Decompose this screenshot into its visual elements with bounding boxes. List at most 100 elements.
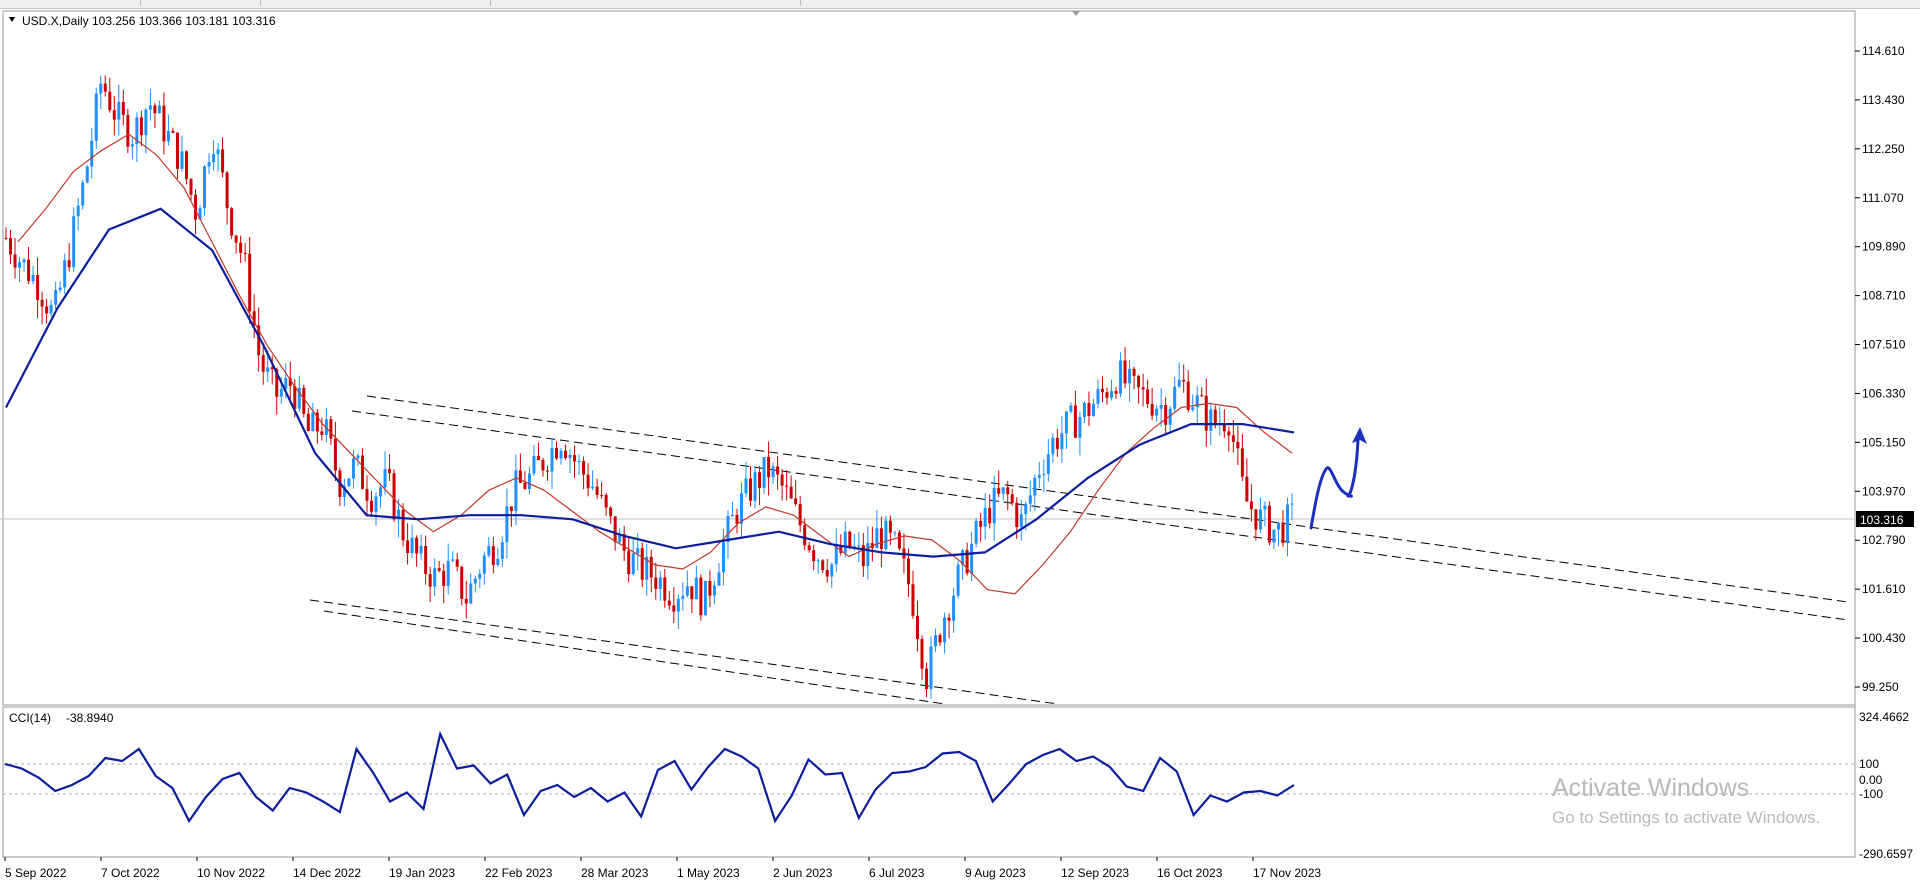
candle — [491, 537, 495, 574]
candle — [76, 198, 80, 231]
candle — [767, 441, 771, 496]
candle — [261, 345, 265, 385]
forecast-path — [1309, 431, 1362, 530]
candle — [22, 258, 26, 272]
candle — [356, 453, 360, 466]
candle — [604, 493, 608, 516]
candle — [1051, 433, 1055, 463]
candle — [27, 247, 31, 285]
candle — [347, 477, 351, 488]
candle — [1186, 370, 1190, 413]
candle — [843, 521, 847, 558]
candle — [1249, 484, 1253, 522]
candle — [685, 570, 689, 598]
candle — [591, 470, 595, 491]
candle — [139, 110, 143, 147]
time-tick-label: 12 Sep 2023 — [1061, 866, 1129, 880]
candle — [866, 526, 870, 580]
candle — [338, 467, 342, 507]
trend-channel-lower[interactable] — [309, 599, 1059, 705]
chart-tab[interactable] — [260, 0, 491, 6]
candle — [518, 453, 522, 484]
candle — [212, 140, 216, 171]
time-tick-label: 19 Jan 2023 — [389, 866, 455, 880]
candle — [631, 539, 635, 576]
candle — [1042, 459, 1046, 493]
candle — [1033, 474, 1037, 512]
candle — [428, 566, 432, 602]
dropdown-triangle-icon[interactable] — [9, 17, 15, 22]
candle — [1110, 379, 1114, 401]
candle — [582, 456, 586, 490]
candle — [906, 548, 910, 597]
candle — [374, 492, 378, 526]
candle — [744, 461, 748, 498]
candle — [225, 171, 229, 225]
price-tick-label: 106.330 — [1862, 386, 1906, 400]
candle — [1060, 415, 1064, 463]
candle — [94, 87, 98, 149]
candle — [1046, 438, 1050, 482]
candle — [333, 421, 337, 482]
indicator-value: -38.8940 — [66, 711, 114, 725]
candle — [203, 164, 207, 216]
candle — [99, 75, 103, 110]
candle — [63, 253, 67, 294]
shift-marker-icon[interactable] — [1072, 11, 1080, 16]
symbol-label: USD.X,Daily — [22, 14, 89, 28]
candle — [749, 465, 753, 507]
candle — [925, 662, 929, 697]
candle — [1245, 458, 1249, 502]
candle — [437, 561, 441, 573]
candle — [248, 236, 252, 324]
price-tick-label: 100.430 — [1862, 631, 1906, 645]
candle — [771, 462, 775, 484]
candle — [514, 454, 518, 526]
candle — [1146, 379, 1150, 409]
candle — [216, 143, 220, 172]
candle — [1078, 411, 1082, 456]
candle — [180, 135, 184, 172]
chart-tab[interactable] — [0, 0, 141, 6]
candle — [861, 532, 865, 577]
candle — [1073, 390, 1077, 439]
candle — [672, 587, 676, 624]
candle — [952, 588, 956, 633]
candle — [681, 582, 685, 611]
candle — [1276, 522, 1280, 547]
watermark-subtitle: Go to Settings to activate Windows. — [1552, 808, 1821, 827]
price-tick-label: 107.510 — [1862, 338, 1906, 352]
candle — [735, 508, 739, 534]
candle — [496, 547, 500, 567]
price-tick-label: 105.150 — [1862, 435, 1906, 449]
candle — [654, 562, 658, 600]
candle — [1128, 360, 1132, 402]
candle — [776, 456, 780, 490]
candle — [388, 454, 392, 481]
trend-channel-upper[interactable] — [351, 395, 1849, 621]
chart-tab[interactable] — [140, 0, 261, 6]
candle — [153, 103, 157, 129]
candle — [699, 574, 703, 621]
candle — [257, 307, 261, 372]
candle — [1231, 420, 1235, 453]
candle — [545, 465, 549, 481]
candle — [532, 444, 536, 477]
watermark-title: Activate Windows — [1552, 774, 1750, 802]
candle — [117, 84, 121, 136]
candle — [1001, 486, 1005, 501]
channel-line-upper-bottom — [351, 410, 1849, 621]
chart-tab[interactable] — [490, 0, 801, 6]
candle — [1227, 426, 1231, 452]
candle — [897, 529, 901, 551]
candle — [85, 164, 89, 184]
candle — [1055, 428, 1059, 457]
candle — [649, 549, 653, 593]
candle — [36, 257, 40, 318]
candle — [1037, 461, 1041, 488]
candle — [956, 560, 960, 599]
candle — [302, 384, 306, 418]
candle — [275, 367, 279, 415]
time-tick-label: 1 May 2023 — [677, 866, 740, 880]
